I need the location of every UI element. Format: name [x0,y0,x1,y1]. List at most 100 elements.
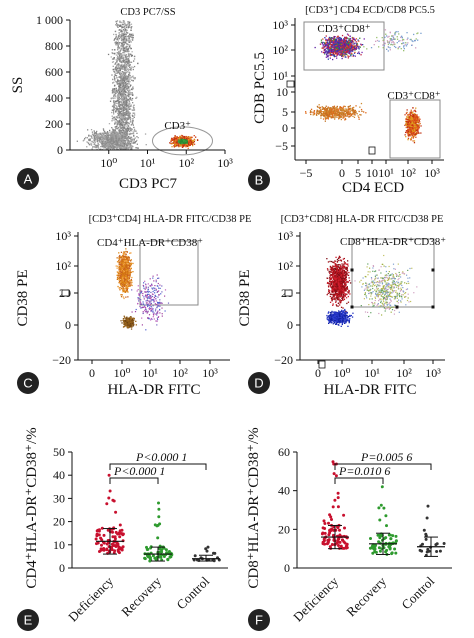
event-dot [125,96,127,98]
event-dot [88,135,90,137]
event-dot [108,147,110,149]
event-dot [125,94,128,97]
event-dot [121,66,123,68]
event-dot [99,148,101,151]
event-dot [131,92,133,94]
event-dot [123,72,125,74]
event-dot [124,148,127,150]
event-dot [122,34,124,36]
event-dot [116,97,118,99]
event-dot [180,138,182,140]
event-dot [122,74,124,76]
event-dot [120,123,122,125]
event-dot [132,106,134,108]
event-dot [345,56,347,58]
event-dot [119,123,121,126]
event-dot [128,75,130,77]
event-dot [124,65,126,67]
event-dot [118,47,120,49]
event-dot [124,85,126,88]
event-dot [173,140,175,142]
event-dot [112,68,114,71]
event-dot [121,85,124,87]
event-dot [113,136,115,138]
event-dot [130,84,132,86]
event-dot [351,50,353,52]
event-dot [329,54,332,57]
event-dot [124,23,126,25]
event-dot [125,38,128,41]
event-dot [103,136,105,138]
event-dot [128,94,130,96]
event-dot [334,40,337,42]
event-dot [116,22,118,25]
event-dot [126,98,128,100]
event-dot [119,67,121,69]
event-dot [94,134,97,137]
event-dot [118,110,120,112]
event-dot [123,77,125,79]
event-dot [122,47,124,49]
event-dot [127,127,129,129]
event-dot [358,51,360,53]
event-dot [123,76,125,78]
event-dot [116,64,118,66]
event-dot [122,94,124,96]
event-dot [123,106,125,108]
event-dot [127,104,129,106]
event-dot [131,97,134,100]
event-dot [118,91,121,93]
event-dot [102,135,104,137]
event-dot [129,40,131,42]
event-dot [129,112,131,114]
event-dot [119,131,122,133]
event-dot [132,115,134,117]
event-dot [327,47,329,49]
event-dot [170,138,173,140]
event-dot [123,66,125,68]
event-dot [127,83,129,85]
event-dot [118,137,120,140]
event-dot [127,85,129,87]
event-dot [127,114,130,117]
event-dot [125,125,127,127]
event-dot [328,39,330,41]
event-dot [113,53,116,55]
event-dot [122,56,124,59]
event-dot [123,47,126,49]
event-dot [329,52,332,54]
event-dot [191,141,193,143]
event-dot [127,78,129,80]
event-dot [127,89,129,91]
event-dot [119,64,121,67]
event-dot [123,117,125,120]
event-dot [339,37,341,39]
event-dot [135,97,137,99]
event-dot [351,47,353,50]
event-dot [116,77,118,79]
event-dot [126,49,129,51]
event-dot [176,141,178,143]
event-dot [326,45,328,47]
event-dot [181,136,183,139]
event-dot [184,142,186,144]
event-dot [348,55,350,58]
event-dot [112,128,114,130]
event-dot [127,23,130,25]
event-dot [125,57,128,59]
event-dot [88,138,90,141]
event-dot [123,143,126,145]
event-dot [123,79,125,82]
event-dot [120,110,122,113]
event-dot [129,78,131,80]
event-dot [332,58,334,61]
event-dot [175,139,177,142]
event-dot [118,136,120,138]
event-dot [109,100,112,102]
event-dot [127,141,130,143]
event-dot [126,105,129,107]
event-dot [128,108,130,110]
event-dot [128,60,130,63]
event-dot [128,47,130,49]
event-dot [174,135,176,137]
